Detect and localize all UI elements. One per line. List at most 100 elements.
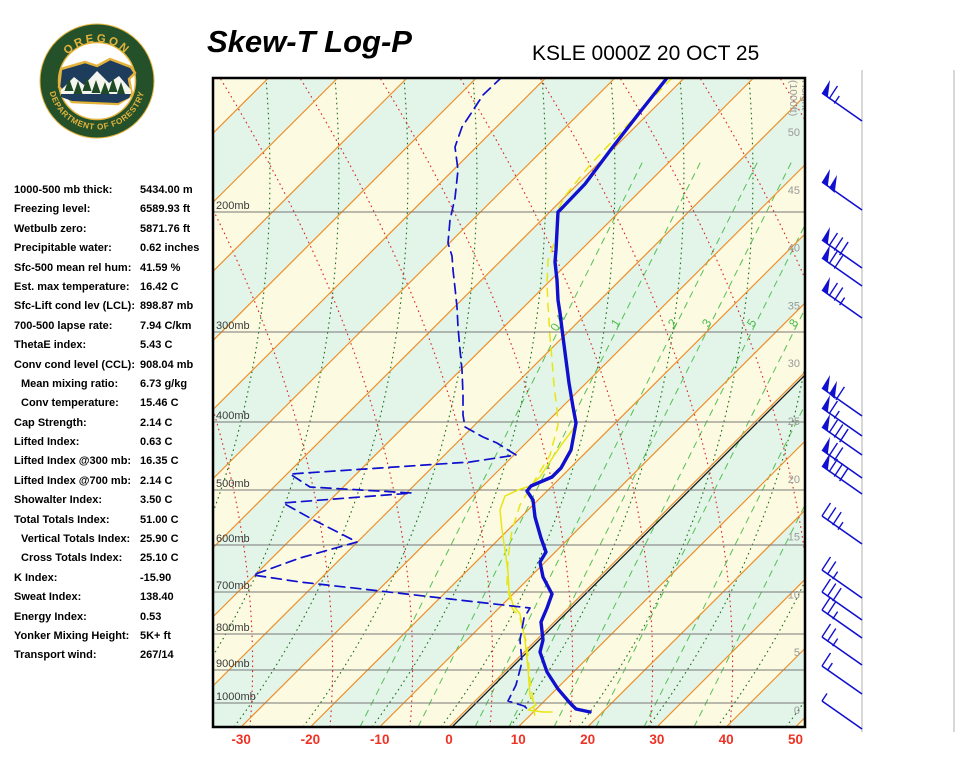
stat-value: 16.35 C [140, 455, 179, 468]
moist-adiabat-line [578, 78, 754, 727]
logo-oregon-emblem [57, 57, 137, 106]
wind-barb-full [826, 583, 837, 597]
wind-barb [821, 414, 863, 456]
wind-barb [821, 502, 863, 545]
wind-barb [821, 169, 863, 211]
moist-adiabat-line [509, 78, 685, 727]
stat-label: Lifted Index @700 mb: [14, 474, 132, 487]
stat-row: Total Totals Index: 51.00 C [12, 512, 210, 531]
temp-tick-label: -10 [370, 732, 390, 747]
stat-value: 898.87 mb [140, 300, 194, 313]
wind-barb-full [828, 458, 839, 473]
stat-value: 5K+ ft [140, 629, 171, 642]
wind-barb-half [833, 95, 840, 104]
height-tick-label: 40 [788, 243, 800, 255]
moist-adiabat-line [0, 78, 132, 727]
stat-value: 41.59 % [140, 261, 181, 274]
stat-value: 5871.76 ft [140, 222, 191, 235]
isotherm-line [213, 94, 805, 687]
wind-barb-full [828, 250, 839, 265]
wind-barb [821, 652, 863, 695]
wind-barb-staff [821, 92, 863, 122]
wind-barb-half [832, 571, 839, 580]
stat-label: Cross Totals Index: [21, 552, 123, 565]
wind-barb-staff [821, 239, 863, 269]
wind-barb [821, 245, 863, 287]
pressure-label: 900mb [216, 658, 250, 670]
mixing-ratio-line [508, 159, 793, 727]
wind-barb-flag [822, 375, 830, 393]
wind-barb-flag [822, 277, 830, 295]
moist-adiabat-line [302, 78, 478, 727]
wind-barb-full [833, 237, 844, 251]
wind-barb-staff [821, 426, 863, 456]
wind-barb-staff [821, 407, 863, 437]
dry-adiabat-line [779, 78, 805, 122]
stat-label: ThetaE index: [14, 339, 87, 352]
wind-barb-staff [821, 515, 863, 545]
isotherm-line [865, 78, 960, 727]
dry-adiabat-line [459, 78, 654, 727]
mixing-ratio-line [643, 403, 805, 727]
stat-row: Est. max temperature: 16.42 C [12, 279, 210, 298]
page-title: Skew-T Log-P [207, 24, 412, 59]
isotherm-line [656, 578, 805, 727]
isotherm-line [795, 716, 805, 727]
stat-row: Cross Totals Index: 25.10 C [12, 550, 210, 569]
wind-barb-staff [821, 569, 863, 599]
temp-tick-label: 20 [580, 732, 595, 747]
wind-barb-full [839, 467, 849, 482]
height-tick-label: 0 [794, 705, 800, 717]
temp-tick-label: 0 [445, 732, 453, 747]
wind-barb-full [826, 561, 837, 575]
temp-tick-label: 30 [649, 732, 664, 747]
stat-row: Sfc-Lift cond lev (LCL): 898.87 mb [12, 298, 210, 317]
dry-adiabat-line [213, 407, 254, 727]
temp-tick-label: -20 [301, 732, 321, 747]
wind-barb-full [833, 447, 844, 461]
wind-barb-full [833, 424, 844, 438]
stat-row: 1000-500 mb thick: 5434.00 m [12, 182, 210, 201]
stat-label: Est. max temperature: [14, 280, 130, 293]
moist-adiabat-line [27, 78, 201, 727]
wind-barb [821, 693, 863, 730]
wind-barb-flag [828, 380, 837, 399]
pressure-label: 400mb [216, 410, 250, 422]
isotherm-line [379, 302, 805, 727]
stat-label: Sweat Index: [14, 591, 82, 604]
wind-barb-staff [821, 700, 863, 730]
wind-barb-full [821, 578, 832, 593]
isotherm-line [0, 78, 199, 727]
temp-tick-label: 10 [511, 732, 526, 747]
stat-label: 1000-500 mb thick: [14, 184, 113, 196]
wind-barb-flag [822, 227, 830, 245]
pressure-label: 500mb [216, 478, 250, 490]
wind-barb-flag [822, 453, 830, 471]
wind-barb-full [833, 463, 844, 477]
stat-row: Wetbulb zero: 5871.76 ft [12, 221, 210, 240]
pressure-label: 1000mb [216, 691, 256, 703]
wind-barb-half [837, 521, 844, 531]
isotherm-line [309, 233, 805, 727]
wind-barb-full [839, 428, 849, 443]
wind-barb [821, 277, 863, 319]
height-tick-label: 20 [788, 474, 800, 486]
stat-label: Transport wind: [14, 649, 97, 662]
wind-barb [821, 375, 863, 417]
height-tick-label: 50 [788, 127, 800, 139]
pressure-label: 700mb [216, 580, 250, 592]
moist-adiabat-line [440, 78, 616, 727]
height-tick-label: 30 [788, 358, 800, 370]
temp-tick-label: 50 [788, 732, 803, 747]
odf-logo: OREGON DEPARTMENT OF FORESTRY [39, 23, 155, 139]
isotherm-line [213, 78, 339, 204]
isotherm-line [213, 78, 477, 342]
wind-barb-half [832, 638, 839, 647]
moist-adiabat-line [0, 78, 63, 727]
wind-barb-staff [821, 257, 863, 287]
stat-row: Transport wind: 267/14 [12, 647, 210, 666]
stat-label: Mean mixing ratio: [21, 377, 119, 390]
stat-value: 0.53 [140, 610, 162, 623]
